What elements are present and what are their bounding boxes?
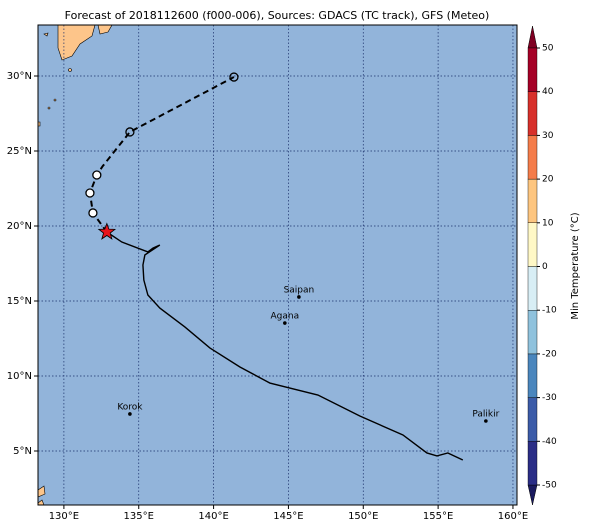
place-label: Saipan (284, 285, 315, 295)
y-tick-label: 30°N (7, 71, 32, 82)
y-tick-label: 20°N (7, 221, 32, 232)
colorbar-segment (527, 135, 538, 180)
colorbar-segment (527, 222, 538, 267)
past-track (106, 231, 464, 461)
colorbar-label: Min Temperature (°C) (570, 212, 581, 319)
place-label: Palikir (472, 410, 499, 420)
place-dot (297, 295, 301, 299)
colorbar-tick-label: 50 (542, 44, 554, 54)
x-tick-label: 140°E (198, 511, 228, 522)
x-tick-label: 160°E (498, 511, 528, 522)
place-label: Korok (117, 402, 143, 412)
forecast-point (125, 127, 135, 137)
colorbar-tick-label: -20 (542, 349, 557, 359)
place-dot (128, 412, 132, 416)
x-tick-label: 145°E (273, 511, 303, 522)
y-tick-label: 10°N (7, 371, 32, 382)
x-tick-label: 155°E (423, 511, 453, 522)
colorbar-extend-max (527, 25, 538, 49)
y-tick-label: 25°N (7, 146, 32, 157)
grid (38, 25, 517, 505)
colorbar-tick-label: -10 (542, 306, 557, 316)
place-label: Agana (271, 312, 300, 322)
colorbar-tick-label: -50 (542, 481, 557, 491)
tracks: Saipan Agana Korok Palikir (85, 72, 500, 461)
land (37, 24, 113, 506)
colorbar-tick-label: 30 (542, 131, 554, 141)
forecast-point (85, 188, 95, 198)
title: Forecast of 2018112600 (f000-006), Sourc… (65, 9, 490, 22)
colorbar-segment (527, 91, 538, 136)
y-tick-label: 15°N (7, 296, 32, 307)
place-dot (283, 321, 287, 325)
x-tick-label: 150°E (348, 511, 378, 522)
colorbar-tick-label: 10 (542, 218, 554, 228)
x-tick-label: 135°E (124, 511, 154, 522)
colorbar-segment (527, 178, 538, 224)
colorbar-tick-label: 20 (542, 175, 554, 185)
x-tick-label: 130°E (49, 511, 79, 522)
colorbar-segment (527, 47, 538, 92)
colorbar-segment (527, 353, 538, 398)
map-frame (37, 24, 518, 506)
forecast-point (88, 208, 98, 218)
colorbar-extend-min (527, 484, 538, 506)
colorbar: -50 -40 -30 -20 -10 0 10 20 30 40 50 (527, 44, 557, 491)
colorbar-segment (527, 310, 538, 355)
current-position (97, 222, 117, 240)
colorbar-tick-label: 0 (542, 262, 548, 272)
colorbar-segment (527, 266, 538, 311)
colorbar-tick-label: -30 (542, 393, 557, 403)
forecast-point (92, 170, 102, 180)
colorbar-segment (527, 441, 538, 486)
colorbar-tick-label: 40 (542, 87, 554, 97)
place-dot (484, 419, 488, 423)
colorbar-segment (527, 397, 538, 442)
colorbar-tick-label: -40 (542, 437, 557, 447)
ocean (38, 25, 517, 505)
y-tick-label: 5°N (13, 446, 32, 457)
forecast-point (229, 72, 239, 82)
